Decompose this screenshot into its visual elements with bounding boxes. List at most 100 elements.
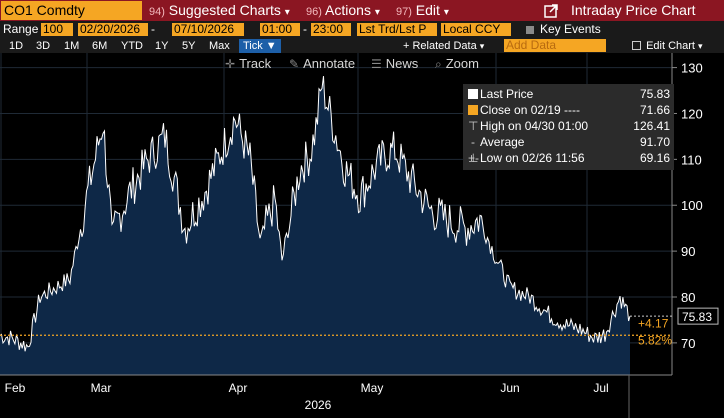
suggested-charts-label: Suggested Charts [168, 2, 281, 18]
related-data-button[interactable]: + Related Data ▾ [403, 39, 484, 53]
range-max-button[interactable]: Max [209, 40, 230, 52]
chevron-down-icon: ▾ [374, 7, 380, 18]
actions-button[interactable]: 96) Actions ▾ [306, 0, 380, 21]
related-data-label: + Related Data [403, 40, 477, 52]
x-axis: Feb Mar Apr May Jun Jul 2026 [0, 374, 672, 418]
legend-row-last-price[interactable]: Last Price 75.83 [463, 86, 674, 102]
x-tick-label: May [361, 381, 384, 395]
end-date-field[interactable]: 07/10/2026 [172, 23, 244, 36]
legend-label: Close on 02/19 ---- [480, 103, 581, 117]
legend-label: Last Price [480, 87, 534, 101]
y-tick-label: 70 [681, 336, 695, 351]
actions-label: Actions [325, 2, 371, 18]
title-bar [0, 0, 724, 21]
high-marker-icon: ⊤ [468, 119, 479, 133]
start-time-field[interactable]: 01:00 [260, 23, 300, 36]
change-percent: 5.82% [638, 333, 672, 347]
actions-number: 96) [306, 6, 322, 18]
orange-square-icon [468, 102, 478, 119]
y-tick-label: 130 [681, 61, 703, 76]
edit-button[interactable]: 97) Edit ▾ [396, 0, 449, 21]
range-5y-button[interactable]: 5Y [182, 40, 196, 52]
track-tool[interactable]: ✛ Track [225, 56, 271, 72]
x-tick-label: Jul [593, 381, 608, 395]
range-3d-button[interactable]: 3D [36, 40, 51, 52]
white-square-icon [468, 86, 478, 103]
export-icon[interactable] [544, 3, 559, 18]
y-tick-label: 90 [681, 244, 695, 259]
end-time-field[interactable]: 23:00 [311, 23, 351, 36]
last-price-badge [677, 307, 719, 325]
edit-chart-button[interactable]: Edit Chart ▾ [632, 39, 703, 53]
legend-value: 126.41 [633, 119, 670, 133]
last-price-axis-label: 75.83 +4.17 5.82% [630, 307, 719, 347]
price-chart[interactable]: 70 80 90 100 110 120 130 Feb Mar Apr May Jun Jul 202… [0, 53, 724, 418]
range-6m-button[interactable]: 6M [92, 40, 108, 52]
zoom-tool[interactable]: ⌕ Zoom [435, 56, 479, 72]
chevron-down-icon: ▾ [284, 7, 290, 18]
news-label: News [385, 56, 419, 71]
legend-label: High on 04/30 01:00 [480, 119, 589, 133]
date-separator: - [151, 22, 155, 36]
price-area-fill [0, 76, 630, 375]
key-events-checkbox[interactable] [526, 26, 534, 34]
magnifier-icon: ⌕ [435, 57, 442, 71]
crosshair-icon: ✛ [225, 57, 236, 71]
y-tick-label: 100 [681, 198, 703, 213]
legend-value: 91.70 [639, 135, 670, 149]
x-tick-label: Feb [5, 381, 26, 395]
legend-row-high[interactable]: ⊤ High on 04/30 01:00 126.41 [463, 118, 674, 134]
edit-chart-icon [632, 41, 641, 50]
price-type-dropdown[interactable]: Lst Trd/Lst P [357, 23, 437, 36]
legend-row-low[interactable]: ⊥ Low on 02/26 11:56 69.16 [463, 150, 674, 166]
news-tool[interactable]: ☰ News [371, 56, 418, 72]
legend-row-close[interactable]: Close on 02/19 ---- 71.66 [463, 102, 674, 118]
zoom-label: Zoom [445, 56, 479, 71]
average-marker-icon: -+- [468, 135, 480, 165]
x-tick-label: Mar [91, 381, 112, 395]
chart-legend: Last Price 75.83 Close on 02/19 ---- 71.… [463, 84, 674, 170]
x-tick-label: Jun [500, 381, 519, 395]
currency-dropdown[interactable]: Local CCY [441, 23, 511, 36]
add-data-input[interactable]: Add Data [504, 39, 606, 52]
last-price-value: 75.83 [682, 310, 712, 324]
track-label: Track [239, 56, 272, 71]
y-tick-label: 80 [681, 290, 695, 305]
tick-frequency-dropdown[interactable]: Tick ▼ [239, 39, 281, 53]
edit-chart-label: Edit Chart [646, 40, 695, 52]
low-marker-icon: ⊥ [468, 151, 479, 165]
range-bar [0, 38, 724, 53]
start-date-field[interactable]: 02/20/2026 [78, 23, 148, 36]
annotate-label: Annotate [303, 56, 356, 71]
pencil-icon: ✎ [289, 57, 300, 71]
chevron-down-icon: ▾ [479, 41, 485, 51]
suggested-charts-number: 94) [149, 6, 165, 18]
time-separator: - [303, 22, 307, 36]
suggested-charts-button[interactable]: 94) Suggested Charts ▾ [149, 0, 290, 21]
legend-label: Average [480, 135, 525, 149]
range-1d-button[interactable]: 1D [9, 40, 24, 52]
x-year-label: 2026 [305, 398, 332, 412]
security-ticker-field[interactable]: CO1 Comdty [1, 1, 142, 20]
y-tick-label: 110 [681, 152, 702, 167]
range-label: Range [3, 22, 39, 36]
edit-label: Edit [415, 2, 440, 18]
range-1m-button[interactable]: 1M [64, 40, 80, 52]
range-count-field[interactable]: 100 [41, 23, 73, 36]
news-icon: ☰ [371, 57, 382, 71]
edit-number: 97) [396, 6, 412, 18]
y-axis: 70 80 90 100 110 120 130 [671, 53, 703, 375]
key-events-label: Key Events [540, 22, 601, 36]
chevron-down-icon: ▾ [443, 7, 449, 18]
annotate-tool[interactable]: ✎ Annotate [289, 56, 355, 72]
legend-label: Low on 02/26 11:56 [480, 151, 585, 165]
chevron-down-icon: ▾ [698, 41, 703, 51]
legend-value: 69.16 [639, 151, 670, 165]
range-ytd-button[interactable]: YTD [121, 40, 143, 52]
range-1y-button[interactable]: 1Y [155, 40, 169, 52]
legend-value: 71.66 [639, 103, 670, 117]
window-title: Intraday Price Chart [571, 2, 696, 18]
y-tick-label: 120 [681, 106, 703, 121]
legend-row-average[interactable]: -+- Average 91.70 [463, 134, 674, 165]
change-value: +4.17 [638, 316, 669, 330]
